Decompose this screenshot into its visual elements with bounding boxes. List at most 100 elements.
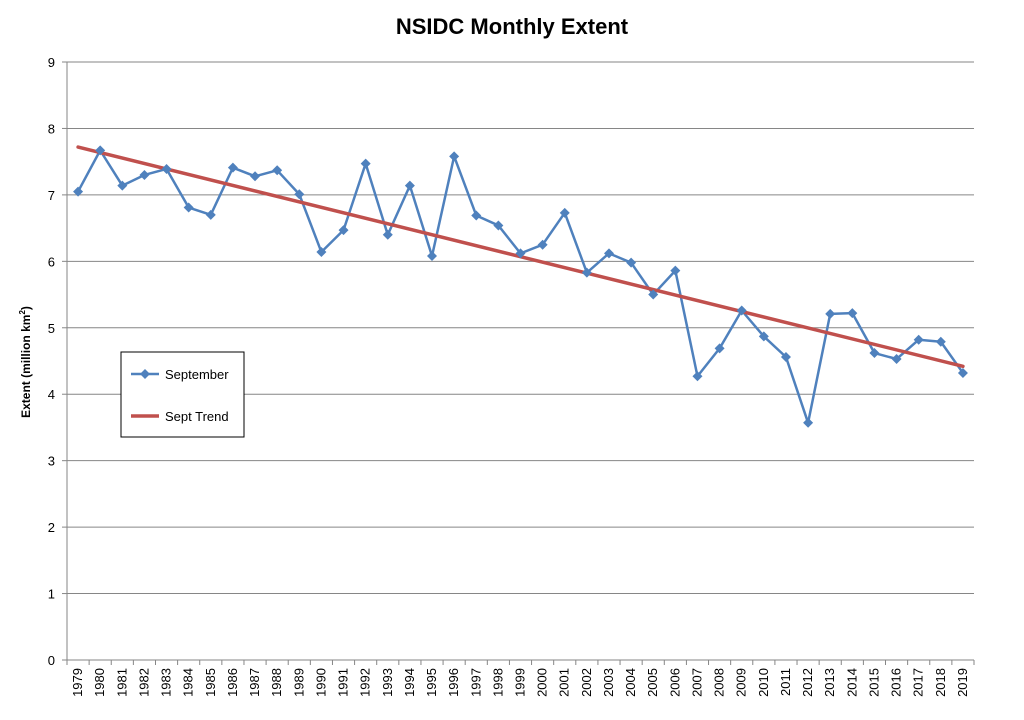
x-tick-label: 1995 — [424, 668, 439, 697]
x-tick-label: 2001 — [557, 668, 572, 697]
chart-title: NSIDC Monthly Extent — [396, 14, 629, 39]
legend-box — [120, 351, 245, 438]
y-tick-label: 9 — [48, 55, 55, 70]
y-axis-label: Extent (million km2) — [18, 306, 33, 418]
legend-september-label: September — [165, 367, 229, 382]
september-point — [626, 257, 637, 268]
x-tick-label: 2017 — [911, 668, 926, 697]
september-point — [803, 417, 814, 428]
x-tick-label: 1992 — [358, 668, 373, 697]
x-tick-label: 2016 — [889, 668, 904, 697]
september-point — [537, 239, 548, 250]
september-point — [427, 251, 438, 262]
september-point — [714, 343, 725, 354]
x-tick-label: 1980 — [92, 668, 107, 697]
x-tick-label: 2013 — [822, 668, 837, 697]
september-point — [471, 210, 482, 221]
x-tick-label: 2015 — [866, 668, 881, 697]
september-point — [117, 180, 128, 191]
axes — [62, 61, 975, 665]
y-tick-label: 7 — [48, 188, 55, 203]
x-tick-label: 1993 — [380, 668, 395, 697]
september-point — [139, 169, 150, 180]
september-point — [316, 247, 327, 258]
y-tick-label: 5 — [48, 321, 55, 336]
x-tick-label: 1997 — [468, 668, 483, 697]
y-axis-label-close: ) — [19, 306, 33, 310]
september-point — [272, 165, 283, 176]
september-point — [360, 158, 371, 169]
y-tick-label: 2 — [48, 520, 55, 535]
september-point — [338, 225, 349, 236]
x-tick-label: 1998 — [490, 668, 505, 697]
x-tick-label: 1988 — [269, 668, 284, 697]
x-tick-label: 2018 — [933, 668, 948, 697]
september-point — [581, 267, 592, 278]
y-tick-label: 8 — [48, 121, 55, 136]
september-point — [183, 202, 194, 213]
september-point — [780, 352, 791, 363]
x-tick-label: 1982 — [136, 668, 151, 697]
september-point — [670, 265, 681, 276]
september-point — [869, 348, 880, 359]
x-tick-label: 2005 — [645, 668, 660, 697]
x-tick-label: 1989 — [291, 668, 306, 697]
x-tick-label: 1996 — [446, 668, 461, 697]
september-point — [404, 180, 415, 191]
x-tick-label: 1994 — [402, 668, 417, 697]
x-tick-labels: 1979 1980 1981 1982 1983 1984 1985 1986 1987 1988… — [70, 668, 970, 697]
september-point — [493, 220, 504, 231]
september-point — [935, 336, 946, 347]
x-tick-label: 1999 — [513, 668, 528, 697]
september-point — [559, 207, 570, 218]
x-tick-label: 1981 — [114, 668, 129, 697]
x-tick-label: 2004 — [623, 668, 638, 697]
x-tick-label: 2010 — [756, 668, 771, 697]
x-tick-label: 1991 — [336, 668, 351, 697]
x-tick-label: 1986 — [225, 668, 240, 697]
y-axis-label-superscript: 2 — [18, 310, 27, 315]
x-tick-label: 2000 — [535, 668, 550, 697]
september-point — [515, 248, 526, 259]
september-point — [161, 163, 172, 174]
series-markers — [73, 145, 968, 428]
september-point — [73, 186, 84, 197]
september-point — [692, 371, 703, 382]
x-tick-label: 2006 — [667, 668, 682, 697]
x-tick-label: 2009 — [734, 668, 749, 697]
september-point — [957, 367, 968, 378]
x-tick-label: 1984 — [181, 668, 196, 697]
gridlines — [67, 61, 974, 595]
y-axis-label-main: Extent (million km — [19, 315, 33, 418]
x-tick-label: 1985 — [203, 668, 218, 697]
x-tick-label: 1990 — [313, 668, 328, 697]
y-tick-label: 6 — [48, 254, 55, 269]
x-tick-label: 2002 — [579, 668, 594, 697]
september-point — [382, 229, 393, 240]
september-point — [736, 305, 747, 316]
legend-september-marker — [140, 369, 150, 379]
september-point — [891, 354, 902, 365]
y-tick-label: 0 — [48, 653, 55, 668]
september-point — [227, 162, 238, 173]
y-tick-labels: 0 1 2 3 4 5 6 7 8 9 — [48, 55, 55, 668]
x-tick-label: 2008 — [712, 668, 727, 697]
legend: September Sept Trend — [120, 351, 245, 438]
x-tick-label: 2014 — [844, 668, 859, 697]
september-point — [648, 289, 659, 300]
x-tick-label: 2007 — [689, 668, 704, 697]
september-point — [758, 331, 769, 342]
september-point — [95, 145, 106, 156]
september-point — [294, 189, 305, 200]
x-tick-label: 1983 — [159, 668, 174, 697]
september-point — [250, 171, 261, 182]
x-tick-label: 1987 — [247, 668, 262, 697]
x-tick-label: 2011 — [778, 668, 793, 696]
september-point — [603, 248, 614, 259]
september-point — [449, 151, 460, 162]
september-point — [913, 334, 924, 345]
y-tick-label: 1 — [48, 587, 55, 602]
y-tick-label: 3 — [48, 454, 55, 469]
september-point — [847, 308, 858, 319]
